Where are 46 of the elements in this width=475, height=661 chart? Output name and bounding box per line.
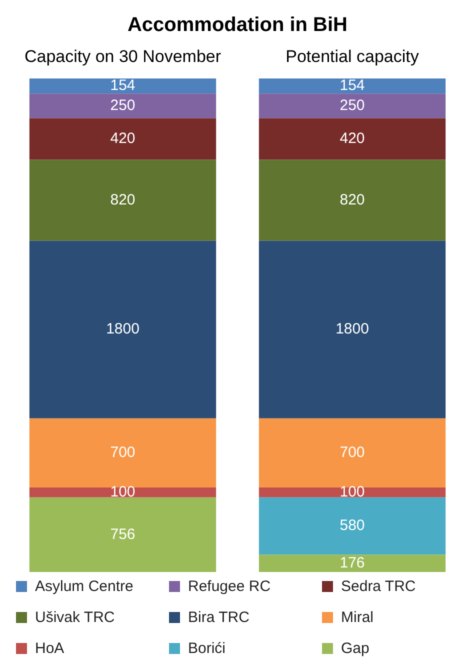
data-label: 580	[340, 517, 365, 534]
x-tick-label: Potential capacity	[286, 46, 420, 66]
legend-label: HoA	[35, 640, 64, 657]
legend-label: Ušivak TRC	[35, 609, 115, 626]
bar	[29, 78, 216, 94]
data-label: 1800	[106, 320, 140, 338]
legend-label: Gap	[341, 640, 370, 657]
bar	[29, 240, 216, 418]
bar	[258, 497, 446, 555]
data-label: 1800	[336, 320, 369, 338]
bar	[258, 160, 446, 241]
bar	[29, 118, 216, 160]
data-label: 820	[110, 191, 136, 208]
x-tick-label: Capacity on 30 November	[24, 46, 222, 66]
data-label: 700	[110, 444, 136, 462]
bar	[258, 118, 446, 160]
data-label: 420	[110, 130, 136, 148]
bar	[258, 94, 446, 118]
bar	[29, 497, 216, 572]
data-label: 100	[340, 484, 365, 501]
data-label: 154	[340, 77, 365, 94]
bar	[258, 418, 446, 488]
data-label: 250	[340, 97, 365, 114]
bar	[29, 487, 216, 498]
bar	[29, 160, 216, 241]
bar	[258, 240, 446, 418]
legend-label: Borići	[188, 640, 226, 657]
legend-label: Bira TRC	[188, 609, 250, 626]
bar	[29, 94, 216, 118]
bar	[258, 554, 446, 572]
bar	[258, 487, 446, 498]
data-label: 420	[340, 130, 365, 148]
legend-label: Asylum Centre	[35, 578, 134, 595]
chart-title: Accommodation in BiH	[126, 14, 348, 38]
data-label: 700	[340, 444, 365, 462]
legend-label: Sedra TRC	[341, 578, 416, 595]
data-label: 100	[110, 484, 136, 501]
legend-label: Miral	[341, 609, 374, 626]
bar	[258, 78, 446, 94]
data-label: 820	[340, 191, 365, 208]
data-label: 756	[110, 526, 136, 543]
data-label: 176	[340, 554, 365, 572]
data-label: 154	[110, 77, 136, 94]
data-label: 250	[110, 97, 136, 114]
bar	[29, 418, 216, 488]
legend-label: Refugee RC	[188, 578, 271, 595]
